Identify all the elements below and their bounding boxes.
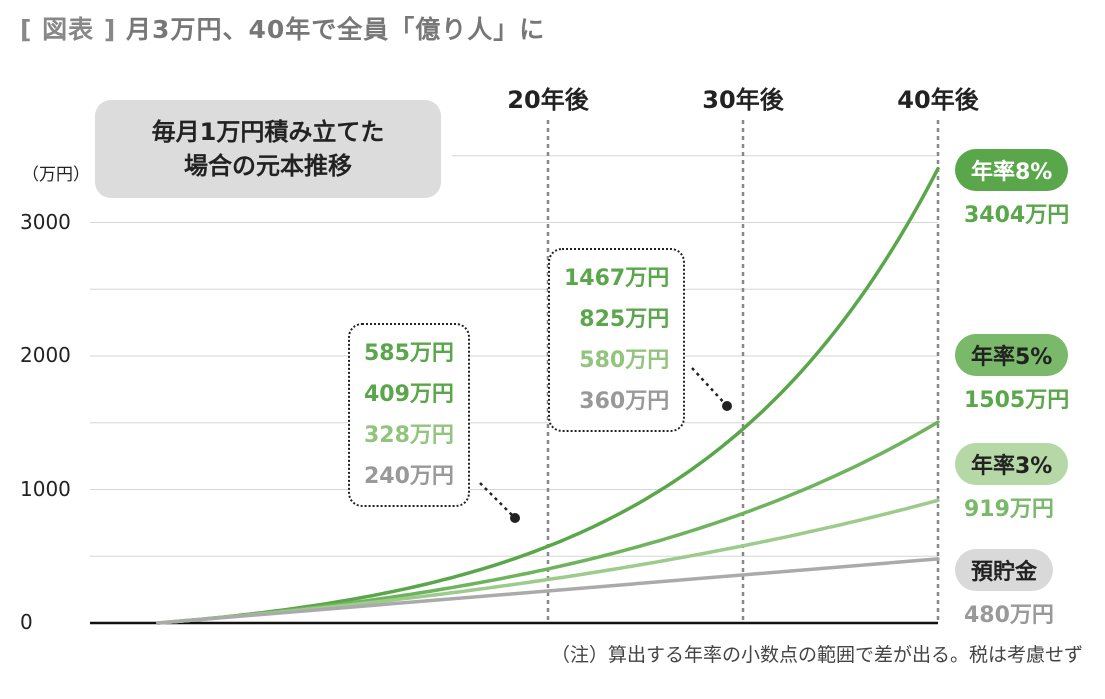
footnote: （注）算出する年率の小数点の範囲で差が出る。税は考慮せず (550, 644, 1083, 666)
series-line-4 (156, 557, 940, 625)
callout-value: 328万円 (364, 423, 454, 448)
milestone-label: 20年後 (507, 86, 589, 114)
legend-end-value: 3404万円 (964, 203, 1070, 228)
callout-value: 240万円 (364, 464, 454, 489)
legend-end-value: 480万円 (964, 603, 1054, 628)
legend-end-value: 919万円 (964, 497, 1054, 522)
chart-subtitle-box: 毎月1万円積み立てた 場合の元本推移 (95, 100, 441, 198)
y-tick-label: 2000 (20, 343, 71, 367)
callout-box: 585万円 409万円 328万円 240万円 (348, 323, 470, 507)
callout-value: 580万円 (579, 348, 670, 373)
chart-title: [ 図表 ] 月3万円、40年で全員「億り人」に (20, 10, 545, 46)
y-tick-label: 0 (20, 610, 33, 634)
title-tag: 図表 (42, 15, 95, 44)
legend-badge: 年率8% (955, 149, 1069, 191)
callout-value: 585万円 (364, 341, 454, 366)
callout-leader (691, 367, 728, 407)
y-tick-label: 1000 (20, 476, 71, 501)
title-bracket-close: ] (103, 15, 117, 44)
title-bracket-open: [ (20, 15, 33, 44)
legend-badge: 年率5% (955, 334, 1069, 376)
callout-anchor-dot (510, 513, 520, 523)
callout-box: 1467万円 825万円 580万円 360万円 (548, 248, 686, 432)
callout-value: 825万円 (579, 307, 670, 332)
milestone-label: 30年後 (702, 86, 784, 114)
title-text: 月3万円、40年で全員「億り人」に (126, 15, 546, 44)
y-axis-unit-label: （万円） (22, 165, 90, 185)
milestone-label: 40年後 (897, 86, 979, 114)
legend-end-value: 1505万円 (964, 388, 1070, 413)
callout-value: 1467万円 (564, 266, 670, 291)
y-tick-label: 3000 (20, 209, 71, 234)
callout-leader (479, 482, 516, 519)
callout-anchor-dot (722, 401, 732, 411)
legend-badge: 預貯金 (955, 549, 1054, 591)
subtitle-line-2: 場合の元本推移 (184, 152, 352, 180)
legend-badge: 年率3% (955, 443, 1069, 485)
subtitle-line-1: 毎月1万円積み立てた (151, 118, 385, 146)
callout-value: 409万円 (364, 382, 454, 407)
callout-value: 360万円 (579, 389, 670, 414)
